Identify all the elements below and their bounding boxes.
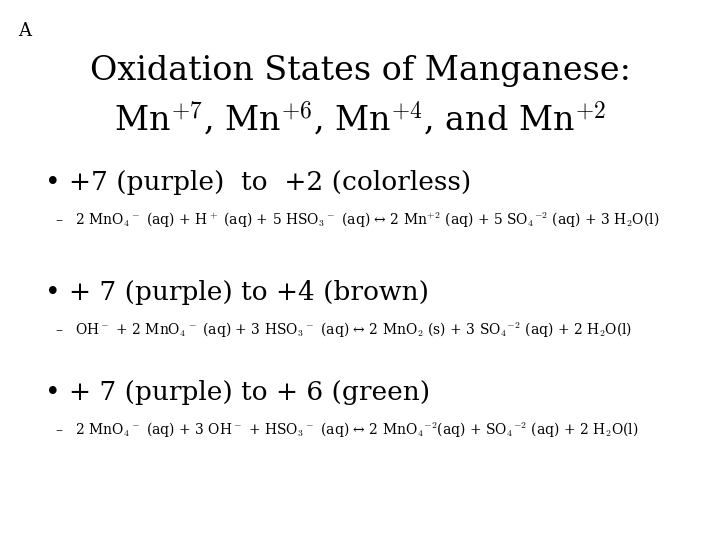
Text: –   2 MnO$_4$$^-$ (aq) + 3 OH$^-$ + HSO$_3$$^-$ (aq) ↔ 2 MnO$_4$$^{-2}$(aq) + SO: – 2 MnO$_4$$^-$ (aq) + 3 OH$^-$ + HSO$_3… bbox=[55, 420, 639, 439]
Text: –   OH$^-$ + 2 MnO$_4$$^-$ (aq) + 3 HSO$_3$$^-$ (aq) ↔ 2 MnO$_2$ (s) + 3 SO$_4$$: – OH$^-$ + 2 MnO$_4$$^-$ (aq) + 3 HSO$_3… bbox=[55, 320, 632, 339]
Text: A: A bbox=[18, 22, 31, 40]
Text: Mn$^{+7}$, Mn$^{+6}$, Mn$^{+4}$, and Mn$^{+2}$: Mn$^{+7}$, Mn$^{+6}$, Mn$^{+4}$, and Mn$… bbox=[114, 100, 606, 138]
Text: –   2 MnO$_4$$^-$ (aq) + H$^+$ (aq) + 5 HSO$_3$$^-$ (aq) ↔ 2 Mn$^{+2}$ (aq) + 5 : – 2 MnO$_4$$^-$ (aq) + H$^+$ (aq) + 5 HS… bbox=[55, 210, 660, 229]
Text: • +7 (purple)  to  +2 (colorless): • +7 (purple) to +2 (colorless) bbox=[45, 170, 472, 195]
Text: • + 7 (purple) to + 6 (green): • + 7 (purple) to + 6 (green) bbox=[45, 380, 430, 405]
Text: • + 7 (purple) to +4 (brown): • + 7 (purple) to +4 (brown) bbox=[45, 280, 429, 305]
Text: Oxidation States of Manganese:: Oxidation States of Manganese: bbox=[89, 55, 631, 87]
